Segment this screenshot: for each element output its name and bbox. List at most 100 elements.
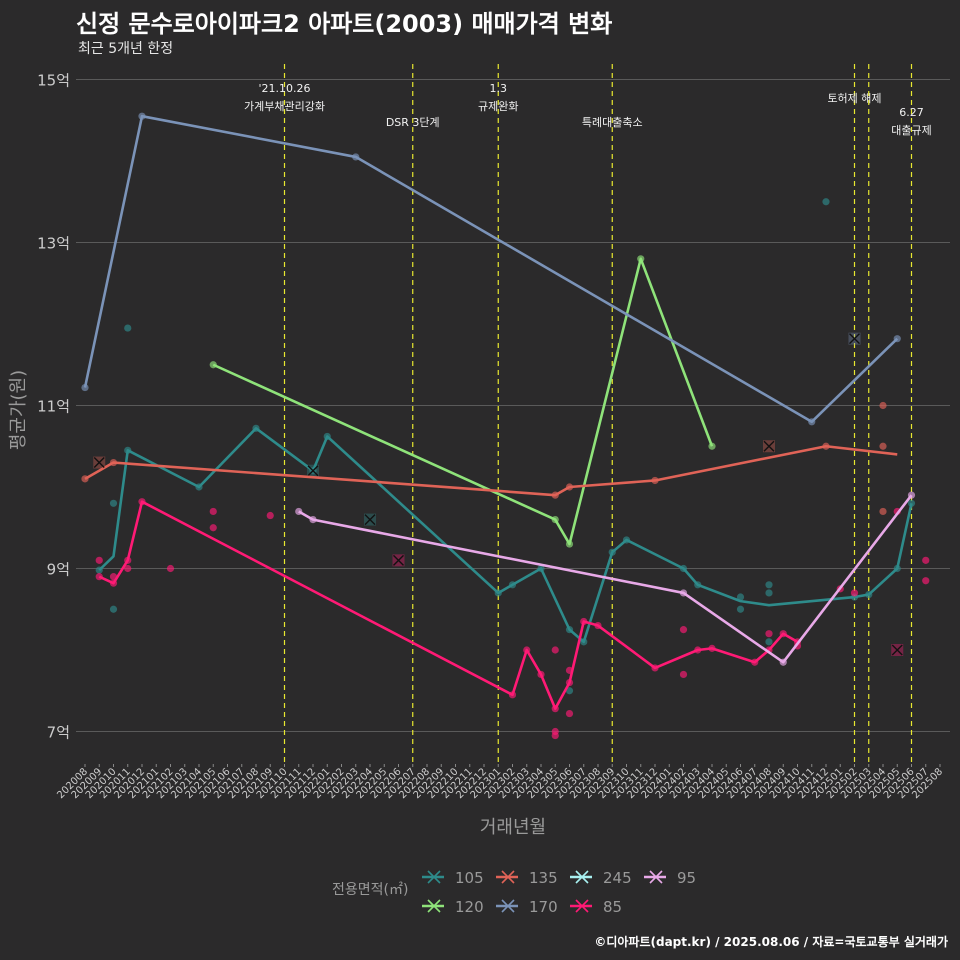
data-point bbox=[822, 198, 830, 206]
legend-item-95: 95 bbox=[644, 869, 696, 887]
data-point bbox=[751, 658, 759, 666]
data-point bbox=[922, 577, 930, 585]
data-point bbox=[580, 638, 588, 646]
data-point bbox=[694, 581, 702, 589]
legend-swatch-cross bbox=[501, 870, 515, 884]
legend-item-170: 170 bbox=[496, 898, 558, 916]
legend-label: 95 bbox=[677, 869, 696, 887]
event-label: 대출규제 bbox=[891, 124, 931, 137]
data-point bbox=[523, 646, 531, 654]
legend-label: 135 bbox=[529, 869, 558, 887]
data-point bbox=[651, 476, 659, 485]
data-point bbox=[166, 564, 175, 573]
data-point bbox=[352, 153, 360, 161]
data-point bbox=[109, 499, 118, 507]
data-point bbox=[779, 658, 787, 666]
legend-label: 245 bbox=[603, 869, 632, 887]
event-label: 가계부채관리강화 bbox=[244, 100, 325, 113]
legend-label: 120 bbox=[455, 898, 484, 916]
data-point bbox=[551, 646, 559, 654]
event-label: 규제완화 bbox=[478, 100, 518, 113]
data-point bbox=[879, 442, 887, 450]
data-point bbox=[95, 573, 103, 581]
data-point bbox=[822, 442, 830, 450]
data-point bbox=[679, 564, 688, 573]
data-point bbox=[565, 687, 574, 695]
data-point bbox=[124, 556, 132, 564]
cross-marker bbox=[307, 465, 319, 477]
event-label: 토허제 해제 bbox=[827, 91, 881, 105]
y-tick-label: 9억 bbox=[47, 561, 70, 579]
legend-swatch-cross bbox=[427, 899, 441, 913]
data-point bbox=[95, 566, 103, 574]
data-point bbox=[637, 255, 645, 263]
y-tick-label: 11억 bbox=[37, 398, 70, 416]
legend-label: 170 bbox=[529, 898, 558, 916]
data-point bbox=[266, 511, 274, 520]
event-label: 특례대출축소 bbox=[582, 116, 643, 129]
data-point bbox=[109, 573, 118, 581]
chart-title: 신정 문수로아이파크2 아파트(2003) 매매가격 변화 bbox=[76, 10, 613, 38]
legend-swatch-cross bbox=[427, 870, 441, 884]
data-point bbox=[694, 646, 702, 654]
data-point bbox=[494, 589, 502, 597]
data-point bbox=[608, 548, 616, 556]
data-point bbox=[765, 638, 773, 646]
series-line bbox=[98, 500, 799, 710]
legend-swatch-cross bbox=[649, 870, 663, 884]
data-point bbox=[309, 516, 317, 524]
series-95 bbox=[295, 491, 916, 666]
cross-marker bbox=[763, 440, 775, 452]
cross-marker bbox=[849, 333, 860, 345]
series-85 bbox=[95, 498, 930, 740]
data-point bbox=[109, 579, 118, 587]
series-line bbox=[212, 257, 714, 546]
data-point bbox=[109, 458, 118, 467]
cross-marker bbox=[891, 644, 903, 656]
data-point bbox=[580, 617, 588, 626]
y-tick-label: 13억 bbox=[37, 235, 70, 253]
data-point bbox=[508, 691, 517, 699]
data-point bbox=[551, 491, 559, 499]
legend-title: 전용면적(㎡) bbox=[332, 882, 408, 898]
data-point bbox=[209, 507, 217, 516]
data-point bbox=[195, 483, 203, 491]
axis-layer: 7억9억11억13억15억202008202009202010202011202… bbox=[8, 72, 945, 839]
data-point bbox=[651, 664, 659, 672]
cross-marker bbox=[364, 514, 376, 526]
series-105 bbox=[95, 198, 916, 695]
y-tick-label: 15억 bbox=[37, 72, 70, 90]
data-point bbox=[565, 666, 574, 674]
data-point bbox=[736, 605, 745, 613]
data-point bbox=[565, 709, 574, 718]
data-point bbox=[879, 401, 887, 410]
data-point bbox=[565, 626, 574, 634]
series-line bbox=[98, 427, 913, 644]
legend-label: 85 bbox=[603, 898, 622, 916]
data-point bbox=[565, 483, 574, 491]
y-tick-label: 7억 bbox=[47, 724, 70, 742]
data-point bbox=[565, 679, 574, 687]
cross-marker bbox=[393, 554, 404, 566]
data-point bbox=[81, 383, 89, 392]
data-point bbox=[124, 564, 132, 573]
series-layer bbox=[81, 112, 930, 740]
legend-item-135: 135 bbox=[496, 869, 558, 887]
data-point bbox=[765, 589, 773, 597]
data-point bbox=[893, 564, 901, 573]
data-point bbox=[551, 705, 559, 713]
data-point bbox=[679, 670, 688, 679]
event-label: '21.10.26 bbox=[258, 82, 310, 95]
data-point bbox=[736, 593, 745, 601]
data-point bbox=[808, 418, 816, 426]
event-label: DSR 3단계 bbox=[386, 116, 440, 129]
data-point bbox=[537, 670, 545, 679]
legend-item-245: 245 bbox=[570, 869, 632, 887]
legend-item-120: 120 bbox=[422, 898, 484, 916]
data-point bbox=[565, 540, 574, 548]
data-point bbox=[295, 507, 303, 516]
data-point bbox=[323, 432, 331, 441]
series-170 bbox=[81, 112, 901, 426]
